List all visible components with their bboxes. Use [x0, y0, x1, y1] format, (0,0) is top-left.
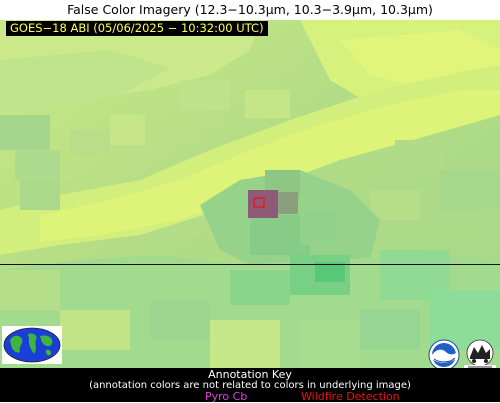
latitude-line	[0, 264, 500, 265]
false-color-imagery	[0, 20, 500, 368]
noaa-logo-icon	[428, 339, 460, 368]
page-title: False Color Imagery (12.3−10.3µm, 10.3−3…	[67, 2, 433, 17]
annotation-key-items: Pyro Cb Wildfire Detection	[0, 391, 500, 402]
cimss-logo-icon	[464, 339, 496, 368]
key-item-pyro-cb: Pyro Cb	[205, 390, 248, 403]
annotation-key-note: (annotation colors are not related to co…	[89, 380, 411, 391]
annotation-key-title: Annotation Key	[208, 368, 292, 381]
annotation-key: Annotation Key (annotation colors are no…	[0, 368, 500, 402]
subtitle-banner: GOES−18 ABI (05/06/2025 − 10:32:00 UTC)	[6, 21, 268, 36]
globe-logo-icon	[2, 326, 62, 364]
satellite-image: GOES−18 ABI (05/06/2025 − 10:32:00 UTC)	[0, 20, 500, 368]
key-item-wildfire-detection: Wildfire Detection	[301, 390, 400, 403]
